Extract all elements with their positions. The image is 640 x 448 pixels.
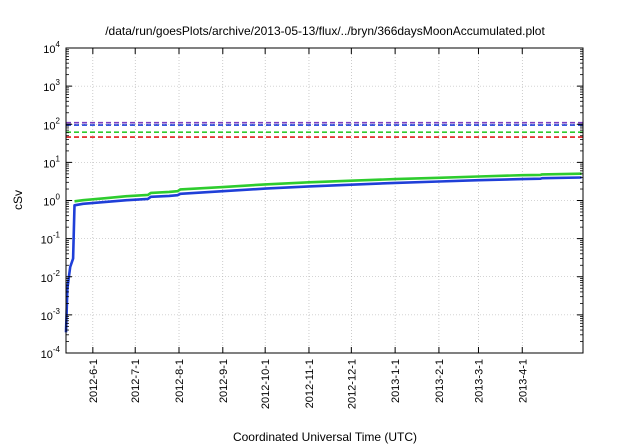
x-tick-label: 2012-11-1 xyxy=(304,359,316,408)
x-tick-label: 2012-12-1 xyxy=(346,359,358,409)
reference-lines xyxy=(66,121,583,138)
series-line xyxy=(64,176,582,333)
x-tick-label: 2013-1-1 xyxy=(390,359,402,403)
series-line xyxy=(74,172,582,203)
y-tick-label: 104 xyxy=(43,40,60,56)
x-tick-label: 2013-3-1 xyxy=(473,359,485,403)
y-axis: 10-4 10-3 10-2 10-1 100 101 102 103 104 xyxy=(41,40,583,361)
x-tick-label: 2013-4-1 xyxy=(517,359,529,403)
grid xyxy=(66,48,583,353)
y-tick-label: 10-3 xyxy=(41,307,61,323)
x-tick-label: 2013-2-1 xyxy=(434,359,446,403)
x-axis-label: Coordinated Universal Time (UTC) xyxy=(233,430,417,444)
x-tick-label: 2012-7-1 xyxy=(130,359,142,403)
y-tick-label: 103 xyxy=(43,78,60,94)
x-tick-label: 2012-6-1 xyxy=(88,359,100,403)
y-tick-label: 100 xyxy=(43,193,60,209)
x-tick-label: 2012-10-1 xyxy=(260,359,272,409)
y-tick-label: 10-4 xyxy=(41,345,61,361)
y-tick-label: 101 xyxy=(43,154,60,170)
chart-title: /data/run/goesPlots/archive/2013-05-13/f… xyxy=(105,24,545,38)
y-axis-label: cSv xyxy=(11,190,25,210)
y-tick-label: 10-1 xyxy=(41,231,61,247)
x-tick-label: 2012-8-1 xyxy=(174,359,186,403)
x-tick-label: 2012-9-1 xyxy=(218,359,230,403)
y-tick-label: 10-2 xyxy=(41,269,61,285)
y-tick-label: 102 xyxy=(43,116,60,132)
x-axis: 2012-6-1 2012-7-1 2012-8-1 2012-9-1 2012-10-… xyxy=(88,48,529,409)
series-group xyxy=(64,172,582,333)
